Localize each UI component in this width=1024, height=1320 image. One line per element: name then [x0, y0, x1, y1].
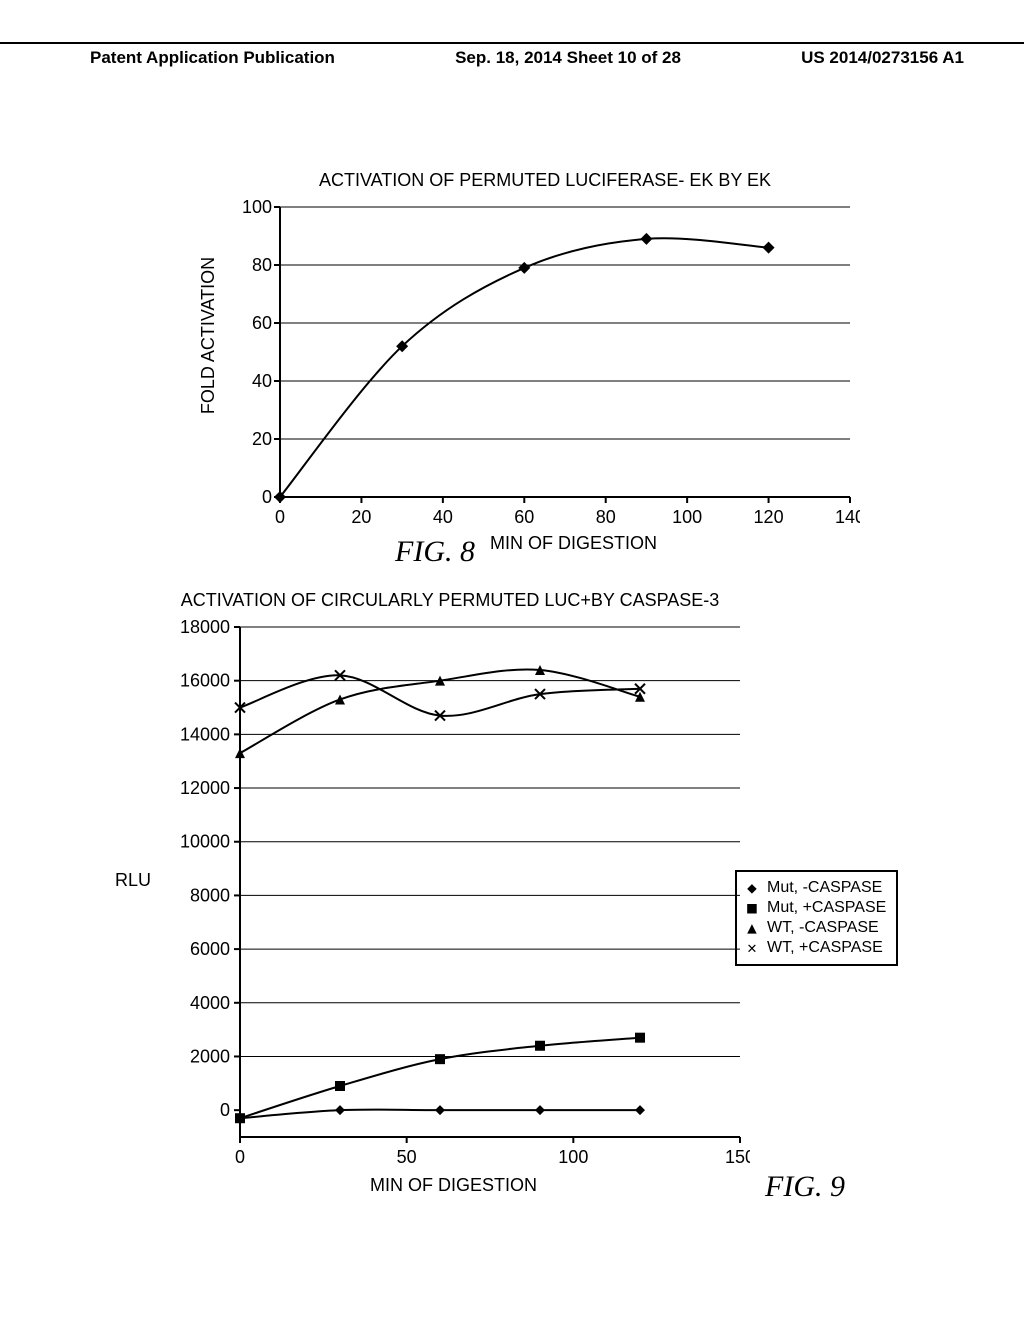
- chart1-plot: 0 20 40 60 80 100 0 20 40 60 80 100 120 140: [230, 197, 860, 537]
- svg-text:4000: 4000: [190, 993, 230, 1013]
- chart2-legend: ◆ Mut, -CASPASE ■ Mut, +CASPASE ▲ WT, -C…: [735, 870, 898, 966]
- svg-text:60: 60: [514, 507, 534, 527]
- chart1-title: ACTIVATION OF PERMUTED LUCIFERASE- EK BY…: [230, 170, 860, 191]
- svg-text:100: 100: [558, 1147, 588, 1167]
- svg-text:2000: 2000: [190, 1046, 230, 1066]
- chart-fig9: ACTIVATION OF CIRCULARLY PERMUTED LUC+BY…: [170, 590, 730, 1177]
- svg-text:8000: 8000: [190, 885, 230, 905]
- legend-label: WT, +CASPASE: [767, 938, 883, 958]
- chart1-ylabel: FOLD ACTIVATION: [198, 257, 219, 414]
- svg-text:100: 100: [672, 507, 702, 527]
- svg-text:10000: 10000: [180, 832, 230, 852]
- header-right: US 2014/0273156 A1: [801, 48, 1024, 68]
- svg-text:0: 0: [220, 1100, 230, 1120]
- svg-text:14000: 14000: [180, 724, 230, 744]
- svg-text:80: 80: [596, 507, 616, 527]
- legend-item: ◆ Mut, -CASPASE: [743, 878, 886, 898]
- svg-text:100: 100: [242, 197, 272, 217]
- chart2-plot: 0 2000 4000 6000 8000 10000 12000 14000 16000 180…: [170, 617, 750, 1177]
- svg-text:60: 60: [252, 313, 272, 333]
- svg-text:12000: 12000: [180, 778, 230, 798]
- chart-fig8: ACTIVATION OF PERMUTED LUCIFERASE- EK BY…: [230, 170, 860, 537]
- chart1-xlabel: MIN OF DIGESTION: [490, 533, 657, 554]
- diamond-icon: ◆: [743, 878, 761, 898]
- svg-text:0: 0: [235, 1147, 245, 1167]
- legend-label: Mut, -CASPASE: [767, 878, 882, 898]
- chart2-xlabel: MIN OF DIGESTION: [370, 1175, 537, 1196]
- legend-label: WT, -CASPASE: [767, 918, 879, 938]
- svg-text:18000: 18000: [180, 617, 230, 637]
- svg-text:120: 120: [754, 507, 784, 527]
- fig8-label: FIG. 8: [395, 535, 475, 569]
- svg-text:40: 40: [433, 507, 453, 527]
- svg-text:16000: 16000: [180, 671, 230, 691]
- svg-text:40: 40: [252, 371, 272, 391]
- svg-text:20: 20: [351, 507, 371, 527]
- square-icon: ■: [743, 898, 761, 918]
- legend-item: ■ Mut, +CASPASE: [743, 898, 886, 918]
- svg-text:50: 50: [397, 1147, 417, 1167]
- svg-text:140: 140: [835, 507, 860, 527]
- legend-item: ▲ WT, -CASPASE: [743, 918, 886, 938]
- triangle-icon: ▲: [743, 918, 761, 938]
- header-middle: Sep. 18, 2014 Sheet 10 of 28: [455, 48, 681, 68]
- page-header: Patent Application Publication Sep. 18, …: [0, 42, 1024, 68]
- svg-text:0: 0: [275, 507, 285, 527]
- svg-text:20: 20: [252, 429, 272, 449]
- svg-text:6000: 6000: [190, 939, 230, 959]
- legend-label: Mut, +CASPASE: [767, 898, 886, 918]
- fig9-label: FIG. 9: [765, 1170, 845, 1204]
- svg-text:0: 0: [262, 487, 272, 507]
- chart2-ylabel: RLU: [115, 870, 151, 891]
- header-left: Patent Application Publication: [0, 48, 335, 68]
- svg-text:150: 150: [725, 1147, 750, 1167]
- legend-item: ✕ WT, +CASPASE: [743, 938, 886, 958]
- x-icon: ✕: [743, 938, 761, 958]
- chart2-title: ACTIVATION OF CIRCULARLY PERMUTED LUC+BY…: [170, 590, 730, 611]
- svg-text:80: 80: [252, 255, 272, 275]
